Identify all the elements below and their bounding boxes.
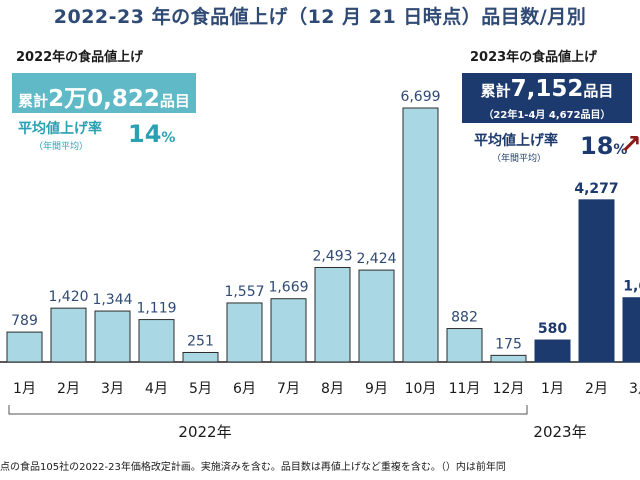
data-label-14: 1,69: [623, 279, 640, 295]
tick-label-13: 2月: [585, 381, 608, 397]
bar-13: [578, 199, 615, 363]
data-label-2: 1,344: [92, 292, 132, 308]
summary-2023-total-sub: （22年1-4月 4,672品目）: [483, 110, 611, 121]
bar-9: [402, 107, 439, 363]
summary-2022-avg-unit: %: [161, 130, 176, 146]
bar-6: [270, 298, 307, 363]
data-label-11: 175: [495, 336, 522, 352]
summary-2023-avg-value: 18: [580, 132, 614, 160]
summary-2022-avg-rate: 14%: [128, 120, 175, 148]
chart-title: 2022-23 年の食品値上げ（12 月 21 日時点）品目数/月別: [53, 6, 587, 28]
data-label-13: 4,277: [574, 181, 618, 197]
summary-2023-avg-rate: 18%: [580, 132, 627, 160]
tick-label-4: 5月: [189, 381, 212, 397]
data-label-5: 1,557: [224, 284, 264, 300]
bar-0: [6, 331, 43, 363]
footnote: 点の食品105社の2022-23年価格改定計画。実施済みを含む。品目数は再値上げ…: [0, 462, 506, 473]
tick-label-6: 7月: [277, 381, 300, 397]
tick-label-9: 10月: [405, 381, 437, 397]
data-label-8: 2,424: [356, 251, 396, 267]
bar-10: [446, 328, 483, 363]
summary-2023-total-suffix: 品目: [583, 82, 614, 100]
data-label-7: 2,493: [312, 248, 352, 264]
bar-5: [226, 302, 263, 363]
tick-label-1: 2月: [57, 381, 80, 397]
summary-2022-total-prefix: 累計: [18, 92, 49, 110]
bar-14: [622, 297, 640, 363]
summary-2023-total-row: 累計7,152品目: [462, 76, 632, 102]
data-label-9: 6,699: [400, 89, 440, 105]
tick-label-0: 1月: [13, 381, 36, 397]
summary-2023-avg-unit: %: [613, 142, 628, 158]
tick-label-14: 3月: [629, 381, 640, 397]
summary-2022-total-suffix: 品目: [159, 92, 190, 110]
summary-2022-label: 2022年の食品値上げ: [16, 50, 144, 65]
data-label-0: 789: [11, 313, 38, 329]
summary-2022-avg-value: 14: [128, 120, 162, 148]
tick-label-8: 9月: [365, 381, 388, 397]
data-label-6: 1,669: [268, 280, 308, 296]
bar-7: [314, 266, 351, 363]
summary-2023-avg-sub: （年間平均）: [492, 154, 547, 164]
data-label-12: 580: [538, 321, 567, 337]
bar-3: [138, 319, 175, 363]
data-label-1: 1,420: [48, 289, 88, 305]
summary-2023-label: 2023年の食品値上げ: [470, 50, 598, 65]
summary-2022-avg-sub: （年間平均）: [34, 142, 89, 152]
year-label-2022: 2022年: [178, 423, 231, 441]
tick-label-11: 12月: [493, 381, 525, 397]
bar-12: [534, 339, 571, 363]
data-label-3: 1,119: [136, 301, 176, 317]
summary-2022-total-value: 2万0,822: [48, 86, 160, 112]
year-bracket-2022: [8, 405, 528, 415]
bar-2: [94, 310, 131, 363]
summary-2023-total-value: 7,152: [510, 76, 584, 102]
bar-1: [50, 307, 87, 363]
summary-2022-avg-label: 平均値上げ率: [18, 121, 102, 137]
data-label-10: 882: [451, 310, 478, 326]
tick-label-7: 8月: [321, 381, 344, 397]
bar-11: [490, 354, 527, 363]
tick-label-10: 11月: [449, 381, 481, 397]
year-label-2023: 2023年: [533, 423, 586, 441]
data-label-4: 251: [187, 333, 214, 349]
summary-2023-total-box: 累計7,152品目 （22年1-4月 4,672品目）: [462, 73, 632, 123]
trend-arrow-icon: ↗: [620, 130, 640, 160]
bar-8: [358, 269, 395, 363]
tick-label-5: 6月: [233, 381, 256, 397]
tick-label-3: 4月: [145, 381, 168, 397]
bar-4: [182, 351, 219, 363]
tick-label-2: 3月: [101, 381, 124, 397]
tick-label-12: 1月: [541, 381, 564, 397]
summary-2022-total-box: 累計 2万0,822 品目: [12, 73, 196, 113]
summary-2023-avg-label: 平均値上げ率: [474, 133, 558, 149]
summary-2023-total-prefix: 累計: [480, 82, 511, 100]
